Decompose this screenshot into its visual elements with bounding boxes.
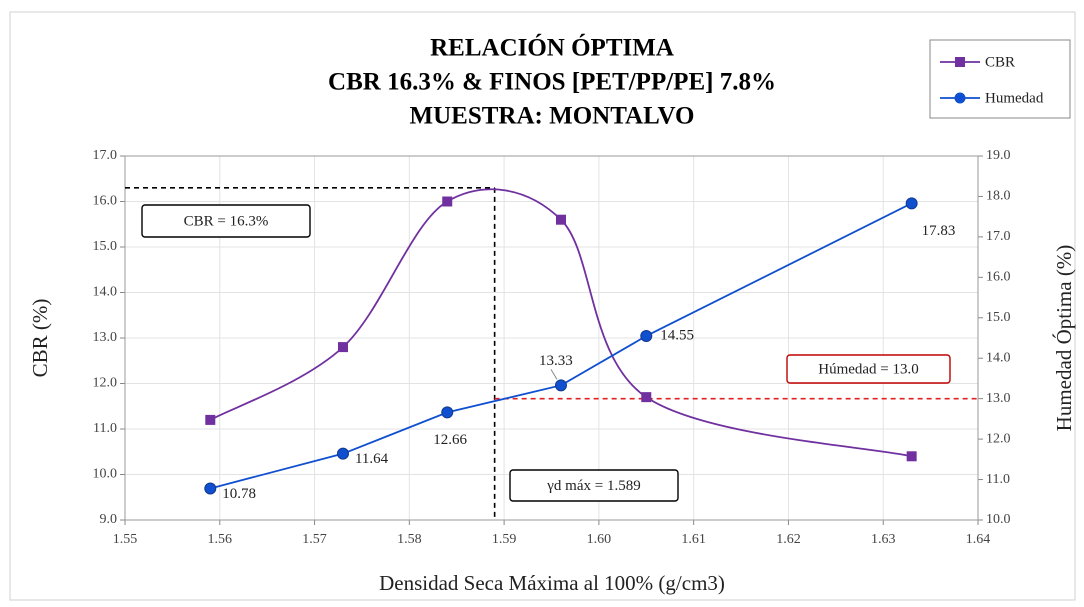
legend-box (929, 39, 1071, 119)
legend-label: Humedad (985, 90, 1044, 106)
legend-label: CBR (985, 54, 1015, 70)
data-label: 12.66 (433, 432, 467, 448)
legend-marker (955, 57, 965, 67)
marker (337, 342, 348, 353)
x-tick-label: 1.59 (492, 532, 517, 547)
marker (336, 447, 349, 460)
series-line (210, 202, 913, 490)
y2-tick-label: 14.0 (986, 350, 1011, 365)
marker (905, 197, 918, 210)
x-tick-label: 1.60 (587, 532, 612, 547)
x-tick-label: 1.61 (681, 532, 706, 547)
chart-title: CBR 16.3% & FINOS [PET/PP/PE] 7.8% (328, 69, 776, 96)
y2-tick-label: 15.0 (986, 310, 1011, 325)
marker (441, 406, 454, 419)
y-axis-label: CBR (%) (28, 299, 52, 378)
annotation: γd máx = 1.589 (546, 478, 640, 494)
y-tick-label: 9.0 (100, 512, 118, 527)
marker (204, 482, 217, 495)
x-tick-label: 1.58 (397, 532, 422, 547)
x-tick-label: 1.56 (208, 532, 233, 547)
annotation-box (509, 469, 679, 502)
y-tick-label: 14.0 (93, 285, 118, 300)
y2-tick-label: 12.0 (986, 431, 1011, 446)
y2-tick-label: 10.0 (986, 512, 1011, 527)
annotation: Húmedad = 13.0 (818, 361, 919, 377)
marker (205, 414, 216, 425)
x-tick-label: 1.55 (113, 532, 138, 547)
y2-tick-label: 19.0 (986, 148, 1011, 163)
y-tick-label: 17.0 (93, 148, 118, 163)
data-label: 11.64 (355, 451, 389, 467)
legend-marker (954, 92, 966, 104)
leader-line (550, 369, 558, 380)
chart-title: RELACIÓN ÓPTIMA (430, 34, 674, 62)
annotation-box (786, 354, 951, 384)
data-label: 13.33 (539, 353, 573, 369)
marker (640, 329, 653, 342)
x-tick-label: 1.64 (966, 532, 991, 547)
marker (641, 392, 652, 403)
y-tick-label: 10.0 (93, 467, 118, 482)
y-tick-label: 13.0 (93, 330, 118, 345)
x-tick-label: 1.57 (302, 532, 327, 547)
y2-tick-label: 13.0 (986, 391, 1011, 406)
plot-frame (124, 155, 979, 521)
chart-title: MUESTRA: MONTALVO (410, 103, 695, 130)
y2-tick-label: 17.0 (986, 229, 1011, 244)
annotation-box (141, 204, 311, 238)
y2-axis-label: Humedad Óptima (%) (1052, 245, 1076, 432)
y-tick-label: 11.0 (93, 421, 117, 436)
data-label: 10.78 (222, 486, 256, 502)
x-axis-label: Densidad Seca Máxima al 100% (g/cm3) (379, 571, 725, 595)
y-tick-label: 16.0 (93, 194, 118, 209)
y2-tick-label: 11.0 (986, 472, 1010, 487)
y2-tick-label: 18.0 (986, 189, 1011, 204)
data-label: 17.83 (922, 223, 956, 239)
x-tick-label: 1.62 (776, 532, 801, 547)
x-tick-label: 1.63 (871, 532, 896, 547)
y-tick-label: 12.0 (93, 376, 118, 391)
marker (906, 451, 917, 462)
marker (442, 196, 453, 207)
data-label: 14.55 (660, 327, 694, 343)
y-tick-label: 15.0 (93, 239, 118, 254)
y2-tick-label: 16.0 (986, 270, 1011, 285)
marker (554, 379, 567, 392)
marker (555, 214, 566, 225)
annotation: CBR = 16.3% (184, 213, 269, 229)
